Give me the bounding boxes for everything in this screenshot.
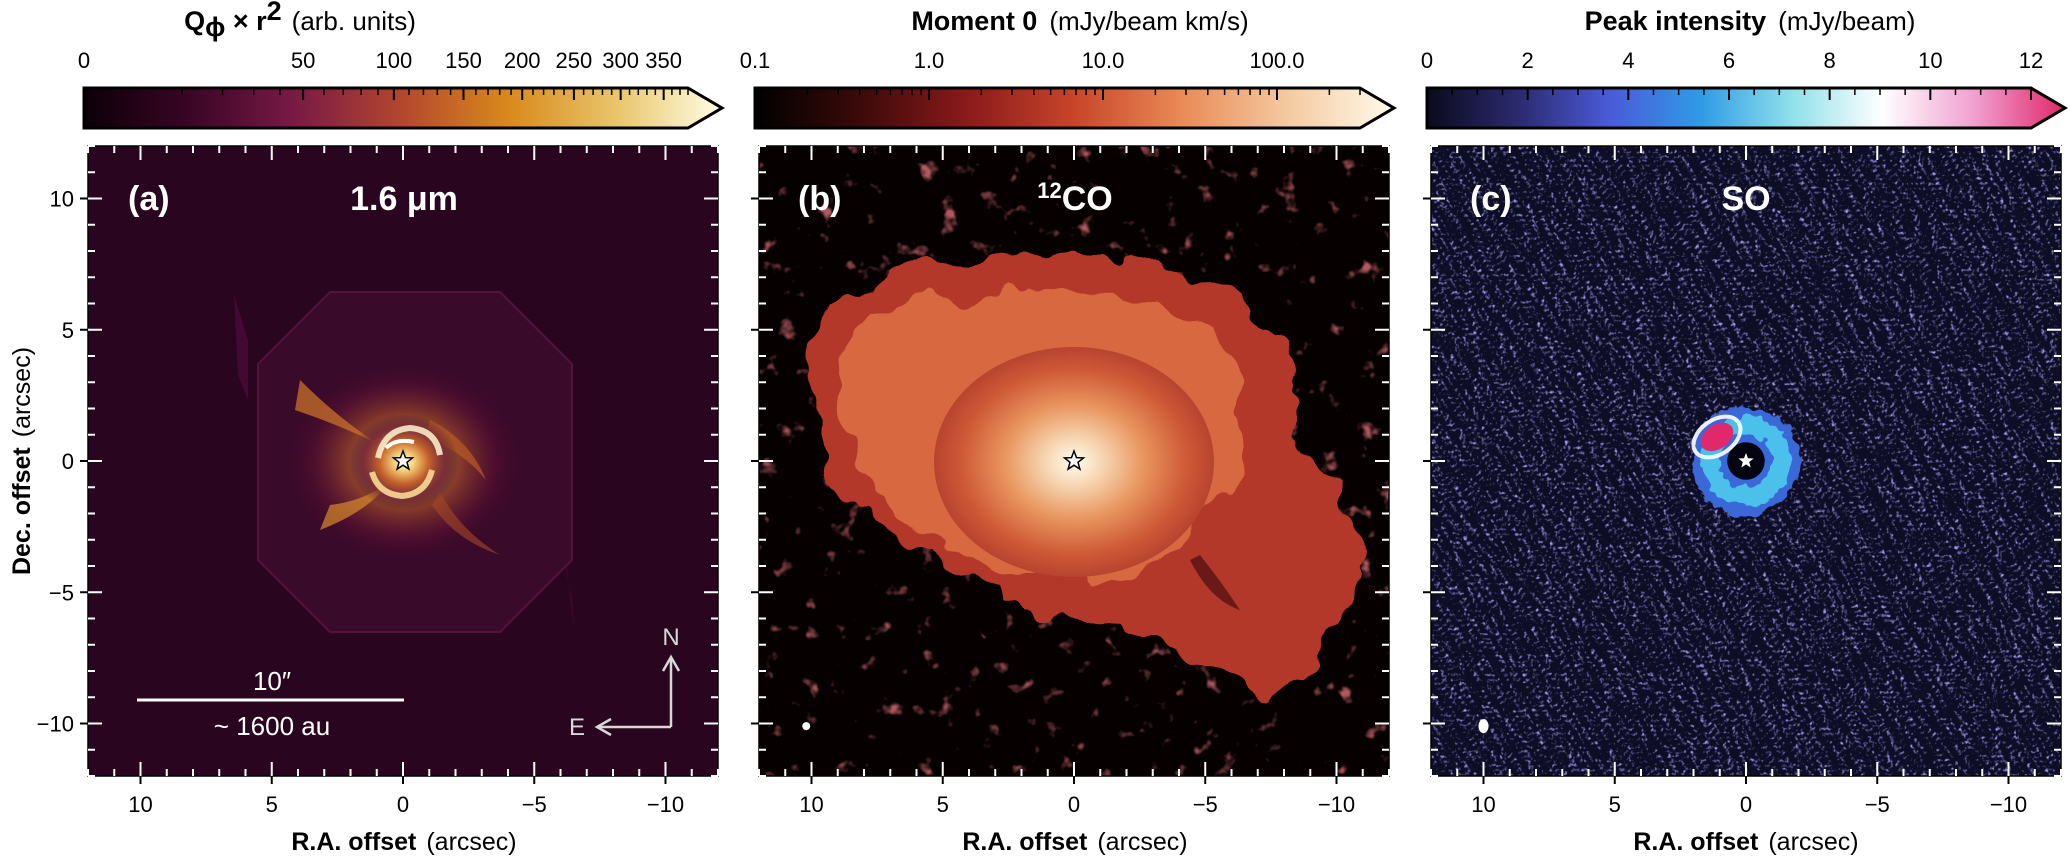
panel-a-inner-ring: [384, 438, 415, 450]
panel-b-xtick-label: −5: [1193, 792, 1218, 817]
panel-a-xtick-label: −10: [647, 792, 684, 817]
colorbar-a-tick-label: 250: [556, 48, 593, 73]
colorbar-c-tick-label: 0: [1421, 48, 1433, 73]
colorbar-c-tick-label: 2: [1522, 48, 1534, 73]
panel-a-ytick-label: −5: [49, 580, 74, 605]
panel-a-title: 1.6 μm: [350, 180, 458, 218]
panel-a-xtick-label: 10: [128, 792, 152, 817]
panel-a-ytick-label: 10: [50, 187, 74, 212]
colorbar-a-tick-label: 0: [78, 48, 90, 73]
panel-b-xtick-label: 5: [937, 792, 949, 817]
panel-a-filament-4: [432, 492, 500, 555]
colorbar-b: Moment 0 (mJy/beam km/s) 0.1 1.0 10.0 100.0: [740, 6, 1397, 130]
colorbar-a-tick-label: 350: [645, 48, 682, 73]
colorbar-c-tick-label: 4: [1622, 48, 1634, 73]
panel-c-xtick-label: −10: [1990, 792, 2027, 817]
panel-b-xtick-label: −10: [1318, 792, 1355, 817]
panel-c-label: (c): [1470, 180, 1512, 218]
colorbar-c-tick-label: 8: [1824, 48, 1836, 73]
panel-a-spiral-arm-1: [375, 424, 443, 459]
panel-c-xtick-label: 10: [1471, 792, 1495, 817]
panel-a-ticks: 10 5 0 −5 −10 10 5 0 −5 −10: [37, 145, 719, 817]
panel-a-xtick-label: 0: [397, 792, 409, 817]
colorbar-b-tick-label: 100.0: [1249, 48, 1304, 73]
panel-b-xtick-label: 10: [799, 792, 823, 817]
colorbar-c-title: Peak intensity (mJy/beam): [1585, 6, 1916, 36]
panel-a-xtick-label: 5: [266, 792, 278, 817]
colorbar-c-tick-label: 12: [2019, 48, 2043, 73]
panel-c-beam-ellipse: [1478, 719, 1489, 734]
panel-b-star-icon: [1062, 448, 1086, 471]
panel-c-title: SO: [1721, 180, 1770, 218]
panel-a-star-icon: [391, 448, 415, 471]
panel-b-filament: [1190, 555, 1240, 610]
panel-c-so-peak: 10 5 0 −5 −10 (c) SO: [1423, 145, 2062, 817]
x-axis-label-c: R.A. offset (arcsec): [1633, 828, 1858, 856]
panel-b-label: (b): [798, 180, 841, 218]
panel-c-xtick-label: 5: [1609, 792, 1621, 817]
colorbar-a-tick-label: 150: [445, 48, 482, 73]
panel-b-ticks: 10 5 0 −5 −10: [751, 145, 1390, 817]
colorbar-c-tick-label: 10: [1918, 48, 1942, 73]
colorbar-a: Qϕ × r2 (arb. units) 0 50 100 150 200 250 300 35…: [78, 0, 725, 130]
x-axis-label-b: R.A. offset (arcsec): [962, 828, 1187, 856]
compass-north-arrowhead: [661, 654, 681, 672]
colorbar-c-ticks: 0 2 4 6 8 10 12: [1421, 48, 2043, 100]
colorbar-c-bar: [1425, 86, 2068, 130]
panel-b-hole-1: [972, 580, 1004, 640]
panel-c-hotspot-rim: [1691, 414, 1743, 460]
colorbar-a-ticks: 0 50 100 150 200 250 300 350: [78, 48, 689, 100]
panel-b-beam-ellipse: [802, 722, 811, 731]
x-axis-label-a: R.A. offset (arcsec): [291, 828, 516, 856]
compass: N E: [569, 624, 681, 741]
colorbar-c-tick-label: 6: [1723, 48, 1735, 73]
panel-a-ytick-label: 5: [62, 318, 74, 343]
panel-c-ticks: 10 5 0 −5 −10: [1423, 145, 2062, 817]
panel-a-xtick-label: −5: [522, 792, 547, 817]
colorbar-b-title: Moment 0 (mJy/beam km/s): [911, 6, 1248, 36]
colorbar-a-title: Qϕ × r2 (arb. units): [184, 0, 416, 42]
colorbar-a-bar: [82, 86, 725, 130]
panel-a-ytick-label: 0: [62, 449, 74, 474]
panel-a-filament-1: [295, 380, 380, 445]
panel-b-title: 12CO: [1037, 178, 1112, 218]
scale-bar-physical-label: ~ 1600 au: [214, 711, 330, 741]
compass-north-label: N: [662, 624, 679, 651]
panel-b-co-moment0: 10 5 0 −5 −10 (b) 12CO: [751, 145, 1390, 817]
colorbar-a-tick-label: 300: [602, 48, 639, 73]
compass-east-label: E: [569, 714, 585, 741]
panel-a-filament-2: [320, 478, 392, 530]
colorbar-a-tick-label: 100: [375, 48, 412, 73]
panel-a-nir-image: 10 5 0 −5 −10 10 5 0 −5 −10 (a) 1.6 μm 10″ ~ 1600…: [37, 145, 719, 817]
colorbar-b-tick-label: 1.0: [914, 48, 945, 73]
panel-a-spiral-arm-2: [369, 469, 435, 500]
colorbar-b-bar: [753, 86, 1397, 130]
colorbar-b-tick-label: 10.0: [1082, 48, 1125, 73]
colorbar-b-ticks: 0.1 1.0 10.0 100.0: [740, 48, 1361, 100]
panel-a-artifact-left: [234, 295, 248, 400]
colorbar-b-tick-label: 0.1: [740, 48, 771, 73]
panel-b-emission: [759, 146, 1389, 776]
panel-a-ytick-label: −10: [37, 712, 74, 737]
panel-c-xtick-label: −5: [1865, 792, 1890, 817]
panel-c-star-icon: [1738, 453, 1754, 468]
colorbar-a-tick-label: 50: [291, 48, 315, 73]
compass-east-arrowhead: [594, 717, 612, 737]
panel-c-hotspot: [1700, 422, 1734, 452]
panel-c-xtick-label: 0: [1740, 792, 1752, 817]
colorbar-c: Peak intensity (mJy/beam) 0 2 4 6 8 10 12: [1421, 6, 2068, 130]
panel-b-xtick-label: 0: [1068, 792, 1080, 817]
panel-c-ring-mid: [1701, 416, 1791, 506]
y-axis-label: Dec. offset(arcsec): [8, 347, 36, 575]
colorbar-a-tick-label: 200: [504, 48, 541, 73]
scale-bar-angular-label: 10″: [253, 666, 291, 696]
panel-a-label: (a): [128, 180, 170, 218]
